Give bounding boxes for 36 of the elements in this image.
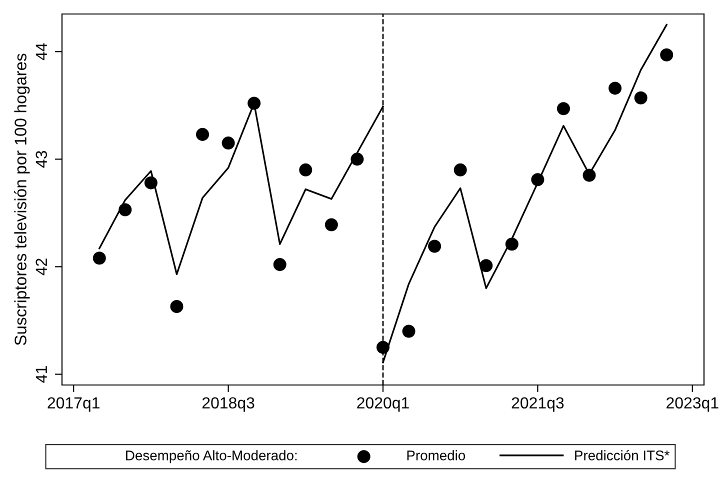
point [402, 324, 416, 338]
point [273, 258, 286, 272]
point [582, 168, 596, 182]
point [350, 152, 364, 166]
point [118, 203, 132, 216]
point [222, 136, 235, 150]
point [608, 82, 622, 95]
legend-title: Desempeño Alto-Moderado: [126, 450, 297, 464]
x-tick-label: 2021q3 [512, 397, 564, 412]
point [480, 259, 493, 272]
point [324, 218, 338, 232]
point [556, 102, 570, 116]
y-axis-title: Suscriptores televisión por 100 hogares [14, 54, 30, 346]
y-tick-label: 43 [36, 150, 48, 168]
point [660, 48, 674, 62]
point [376, 340, 390, 354]
point [248, 96, 261, 110]
point [454, 163, 467, 176]
x-tick-label: 2018q3 [202, 397, 254, 412]
x-tick-label: 2020q1 [357, 397, 409, 412]
point [428, 240, 442, 253]
x-tick-label: 2017q1 [48, 397, 100, 412]
x-tick-label: 2023q1 [666, 397, 718, 412]
point [92, 252, 106, 265]
y-tick-label: 44 [36, 43, 47, 60]
point [505, 238, 518, 251]
y-tick-label: 42 [36, 258, 47, 276]
text: Promedio [407, 450, 466, 460]
point [170, 300, 184, 314]
point [531, 173, 544, 186]
point [196, 128, 210, 141]
y-tick-label: 41 [36, 366, 47, 383]
point [299, 163, 312, 176]
point [634, 91, 648, 104]
legend-label: Predicción ITS* [575, 450, 670, 460]
point [144, 176, 158, 190]
